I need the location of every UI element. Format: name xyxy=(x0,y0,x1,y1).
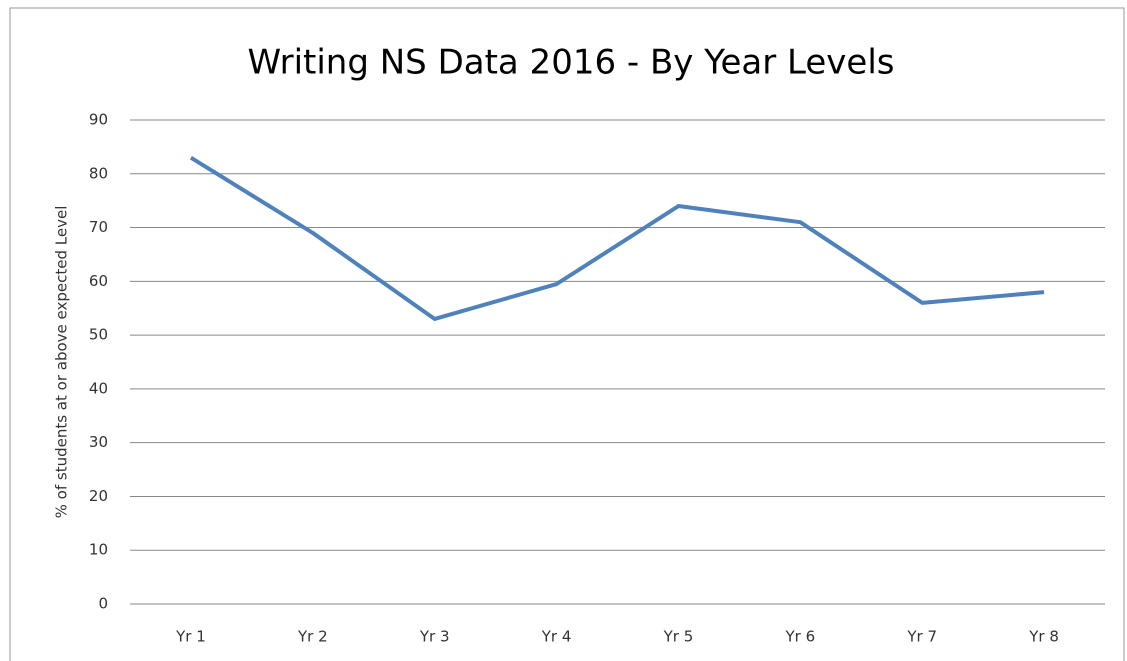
line-series xyxy=(189,155,1045,321)
y-tick-label: 90 xyxy=(89,111,108,129)
y-tick-label: 30 xyxy=(89,433,108,451)
y-tick-label: 70 xyxy=(89,218,108,236)
x-tick-label: Yr 2 xyxy=(297,628,328,646)
y-tick-label: 60 xyxy=(89,272,108,290)
x-tick-label: Yr 1 xyxy=(175,628,206,646)
y-axis-label: % of students at or above expected Level xyxy=(53,206,71,519)
y-tick-label: 10 xyxy=(89,541,108,559)
y-tick-label: 50 xyxy=(89,326,108,344)
x-tick-label: Yr 3 xyxy=(419,628,450,646)
y-tick-label: 80 xyxy=(89,164,108,182)
x-tick-label: Yr 5 xyxy=(663,628,694,646)
y-tick-label: 40 xyxy=(89,379,108,397)
x-tick-label: Yr 7 xyxy=(906,628,937,646)
x-tick-label: Yr 4 xyxy=(541,628,572,646)
chart-title: Writing NS Data 2016 - By Year Levels xyxy=(248,43,895,83)
x-tick-label: Yr 8 xyxy=(1028,628,1059,646)
chart-border xyxy=(9,7,1125,661)
x-tick-label: Yr 6 xyxy=(784,628,815,646)
y-tick-label: 20 xyxy=(89,487,108,505)
y-tick-label: 0 xyxy=(98,595,108,613)
